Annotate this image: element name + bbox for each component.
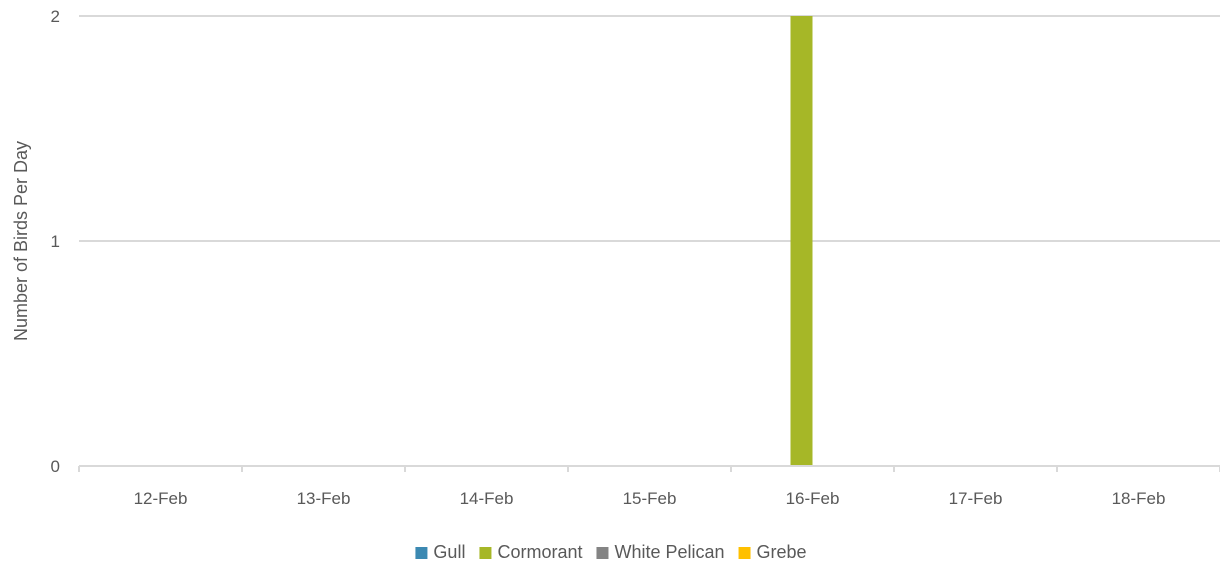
- x-tick-label: 16-Feb: [786, 489, 840, 508]
- legend-label: Grebe: [757, 542, 807, 562]
- x-tick-label: 17-Feb: [949, 489, 1003, 508]
- legend-swatch: [479, 547, 492, 559]
- legend-label: Cormorant: [497, 542, 582, 562]
- bars: [790, 16, 813, 466]
- legend-item-white-pelican[interactable]: White Pelican: [596, 542, 725, 562]
- x-tick-label: 13-Feb: [297, 489, 351, 508]
- bar-cormorant: [790, 16, 813, 466]
- legend-item-grebe[interactable]: Grebe: [738, 542, 807, 562]
- legend-item-cormorant[interactable]: Cormorant: [479, 542, 582, 562]
- legend[interactable]: Gull Cormorant White Pelican Grebe: [415, 542, 807, 562]
- legend-swatch: [415, 547, 428, 559]
- legend-label: White Pelican: [614, 542, 724, 562]
- legend-label: Gull: [433, 542, 465, 562]
- x-tick-label: 18-Feb: [1112, 489, 1166, 508]
- x-tick-label: 12-Feb: [134, 489, 188, 508]
- gridlines: [79, 15, 1220, 242]
- y-tick-label: 2: [51, 7, 60, 26]
- legend-item-gull[interactable]: Gull: [415, 542, 465, 562]
- x-tick-label: 14-Feb: [460, 489, 514, 508]
- y-tick-label: 1: [51, 232, 60, 251]
- legend-swatch: [596, 547, 609, 559]
- x-tick-label: 15-Feb: [623, 489, 677, 508]
- y-tick-label: 0: [51, 457, 60, 476]
- y-axis-ticks: 0 1 2: [51, 7, 60, 476]
- legend-swatch: [738, 547, 751, 559]
- x-axis: 12-Feb 13-Feb 14-Feb 15-Feb 16-Feb 17-Feb 18-F…: [78, 465, 1220, 508]
- y-axis-label: Number of Birds Per Day: [11, 141, 31, 341]
